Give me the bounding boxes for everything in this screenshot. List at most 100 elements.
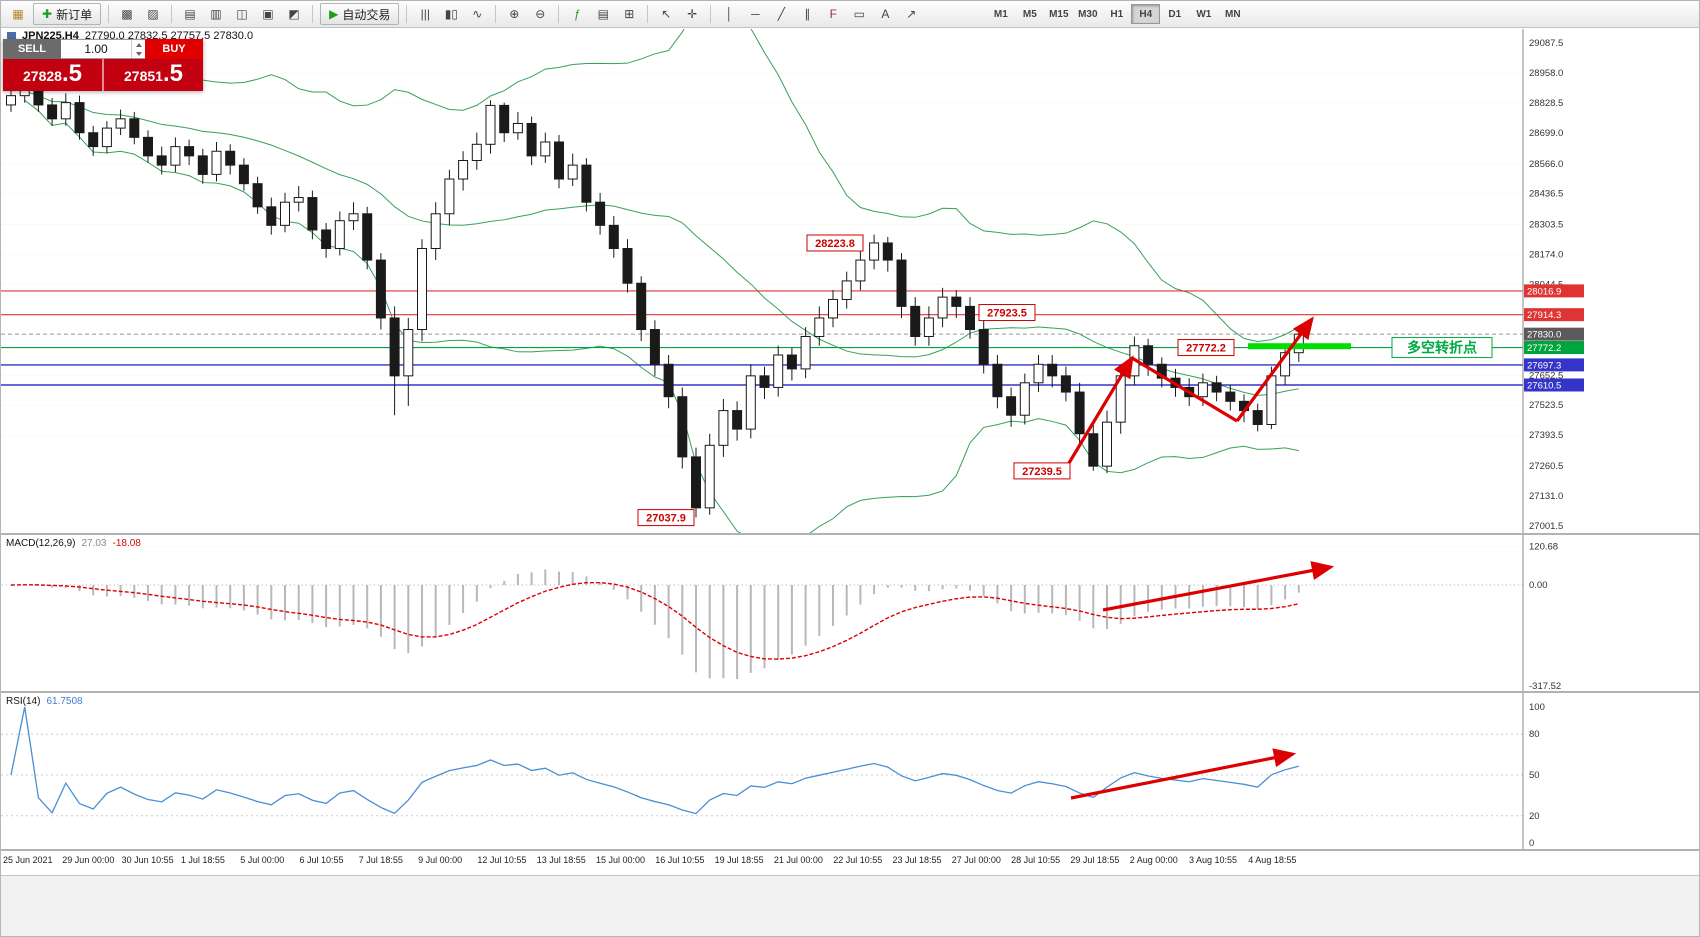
panel-separator[interactable] — [1, 533, 1699, 535]
timeframe-m30[interactable]: M30 — [1078, 8, 1098, 20]
autotrading-button[interactable]: ▶ 自动交易 — [320, 3, 400, 25]
time-axis-label: 23 Jul 18:55 — [892, 855, 942, 865]
data-window-icon[interactable]: ▥ — [204, 3, 228, 25]
tile-windows-icon[interactable]: ⊞ — [617, 3, 641, 25]
time-axis-label: 19 Jul 18:55 — [714, 855, 764, 865]
svg-text:27772.2: 27772.2 — [1186, 343, 1226, 355]
svg-text:28566.0: 28566.0 — [1529, 159, 1563, 170]
svg-text:28436.5: 28436.5 — [1529, 189, 1563, 200]
svg-text:28016.9: 28016.9 — [1527, 286, 1561, 297]
toolbar-separator — [171, 5, 173, 23]
strategy-tester-icon[interactable]: ◩ — [282, 3, 306, 25]
svg-text:27239.5: 27239.5 — [1022, 466, 1062, 478]
templates-icon[interactable]: ▤ — [591, 3, 615, 25]
candles-chart-icon[interactable]: ▮▯ — [439, 3, 463, 25]
cursor-icon[interactable]: ↖ — [654, 3, 678, 25]
time-axis-label: 27 Jul 00:00 — [951, 855, 1001, 865]
time-axis-label: 9 Jul 00:00 — [418, 855, 463, 865]
new-chart-icon: ▩ — [121, 7, 133, 21]
shapes-icon: ▭ — [853, 7, 865, 21]
toolbar-separator — [495, 5, 497, 23]
zoom-in-icon: ⊕ — [509, 7, 520, 21]
timeframe-mn[interactable]: MN — [1225, 8, 1241, 20]
indicators-icon[interactable]: ƒ — [565, 3, 589, 25]
bars-chart-icon[interactable]: ||| — [413, 3, 437, 25]
volume-up-button[interactable] — [132, 40, 145, 49]
trendline-icon: ╱ — [777, 7, 785, 21]
chart-profiles-icon: ▨ — [147, 7, 159, 21]
svg-text:28699.0: 28699.0 — [1529, 128, 1563, 139]
fibonacci-icon: F — [829, 7, 837, 21]
trendline-icon[interactable]: ╱ — [769, 3, 793, 25]
panel-separator[interactable] — [1, 849, 1699, 851]
volume-down-button[interactable] — [132, 49, 145, 58]
vertical-line-icon: │ — [725, 7, 734, 21]
timeframe-m1[interactable]: M1 — [993, 8, 1008, 20]
navigator-icon[interactable]: ◫ — [230, 3, 254, 25]
volume-input[interactable] — [61, 41, 131, 57]
timeframe-m5[interactable]: M5 — [1022, 8, 1037, 20]
buy-button[interactable]: BUY — [145, 39, 203, 59]
timeframe-d1[interactable]: D1 — [1168, 8, 1182, 20]
price-chart[interactable]: 29087.5 28958.0 28828.5 28699.0 28566.0 28436… — [1, 29, 1700, 533]
chart-window-icon[interactable]: ▦ — [6, 3, 30, 25]
text-label-icon[interactable]: A — [873, 3, 897, 25]
tile-windows-icon: ⊞ — [624, 7, 635, 21]
macd-panel[interactable]: 120.68 0.00 -317.52 — [1, 535, 1700, 691]
zoom-out-icon[interactable]: ⊖ — [528, 3, 552, 25]
spin-up-icon — [135, 42, 142, 47]
shapes-icon[interactable]: ▭ — [847, 3, 871, 25]
timeframe-h4[interactable]: H4 — [1131, 4, 1161, 24]
buy-price-box[interactable]: 27851 .5 — [104, 59, 203, 91]
svg-text:27037.9: 27037.9 — [646, 513, 686, 525]
timeframe-buttons: M1 M5 M15 M30 H1 H4 D1 W1 MN — [986, 4, 1247, 24]
line-chart-icon[interactable]: ∿ — [465, 3, 489, 25]
svg-text:28223.8: 28223.8 — [815, 238, 855, 250]
new-order-icon: ✚ — [42, 7, 53, 21]
new-order-button[interactable]: ✚ 新订单 — [33, 3, 102, 25]
candles — [6, 74, 1304, 518]
time-axis-label: 29 Jul 18:55 — [1070, 855, 1120, 865]
new-chart-icon[interactable]: ▩ — [115, 3, 139, 25]
candles-chart-icon: ▮▯ — [444, 7, 458, 21]
macd-main-value: 27.03 — [81, 538, 107, 549]
svg-text:27260.5: 27260.5 — [1529, 461, 1563, 472]
svg-text:28174.0: 28174.0 — [1529, 250, 1563, 261]
trend-arrows[interactable] — [1067, 316, 1314, 464]
timeframe-w1[interactable]: W1 — [1196, 8, 1212, 20]
crosshair-icon[interactable]: ✛ — [680, 3, 704, 25]
macd-grid: 120.68 0.00 -317.52 — [1, 535, 1561, 691]
sell-button[interactable]: SELL — [3, 39, 61, 59]
fibonacci-icon[interactable]: F — [821, 3, 845, 25]
sell-price-fraction: .5 — [61, 60, 82, 87]
time-axis-label: 12 Jul 10:55 — [477, 855, 527, 865]
annotations[interactable]: 28223.8 27923.5 27772.2 27239.5 27037.9 多空转折点 — [637, 234, 1493, 527]
equidistant-channel-icon[interactable]: ∥ — [795, 3, 819, 25]
zoom-in-icon[interactable]: ⊕ — [502, 3, 526, 25]
window-bottom-area — [1, 875, 1699, 936]
toolbar-separator — [312, 5, 314, 23]
panel-separator[interactable] — [1, 691, 1699, 693]
timeframe-m15[interactable]: M15 — [1049, 8, 1069, 20]
rsi-panel[interactable]: 100 80 50 20 0 — [1, 693, 1700, 849]
templates-icon: ▤ — [597, 7, 609, 21]
chart-symbol-icon — [7, 31, 16, 41]
buy-price-fraction: .5 — [162, 60, 183, 87]
svg-text:27393.5: 27393.5 — [1529, 430, 1563, 441]
svg-text:100: 100 — [1529, 702, 1545, 713]
svg-text:50: 50 — [1529, 770, 1540, 781]
terminal-icon[interactable]: ▣ — [256, 3, 280, 25]
sell-price-box[interactable]: 27828 .5 — [3, 59, 102, 91]
market-watch-icon[interactable]: ▤ — [178, 3, 202, 25]
time-axis-label: 13 Jul 18:55 — [536, 855, 586, 865]
data-window-icon: ▥ — [210, 7, 222, 21]
timeframe-h1[interactable]: H1 — [1110, 8, 1124, 20]
sell-price: 27828 — [23, 68, 62, 84]
rsi-label: RSI(14) 61.7508 — [6, 696, 83, 707]
arrow-objects-icon[interactable]: ↗ — [899, 3, 923, 25]
arrow-objects-icon: ↗ — [906, 7, 917, 21]
vertical-line-icon[interactable]: │ — [717, 3, 741, 25]
horizontal-line-icon[interactable]: ─ — [743, 3, 767, 25]
chart-profiles-icon[interactable]: ▨ — [141, 3, 165, 25]
